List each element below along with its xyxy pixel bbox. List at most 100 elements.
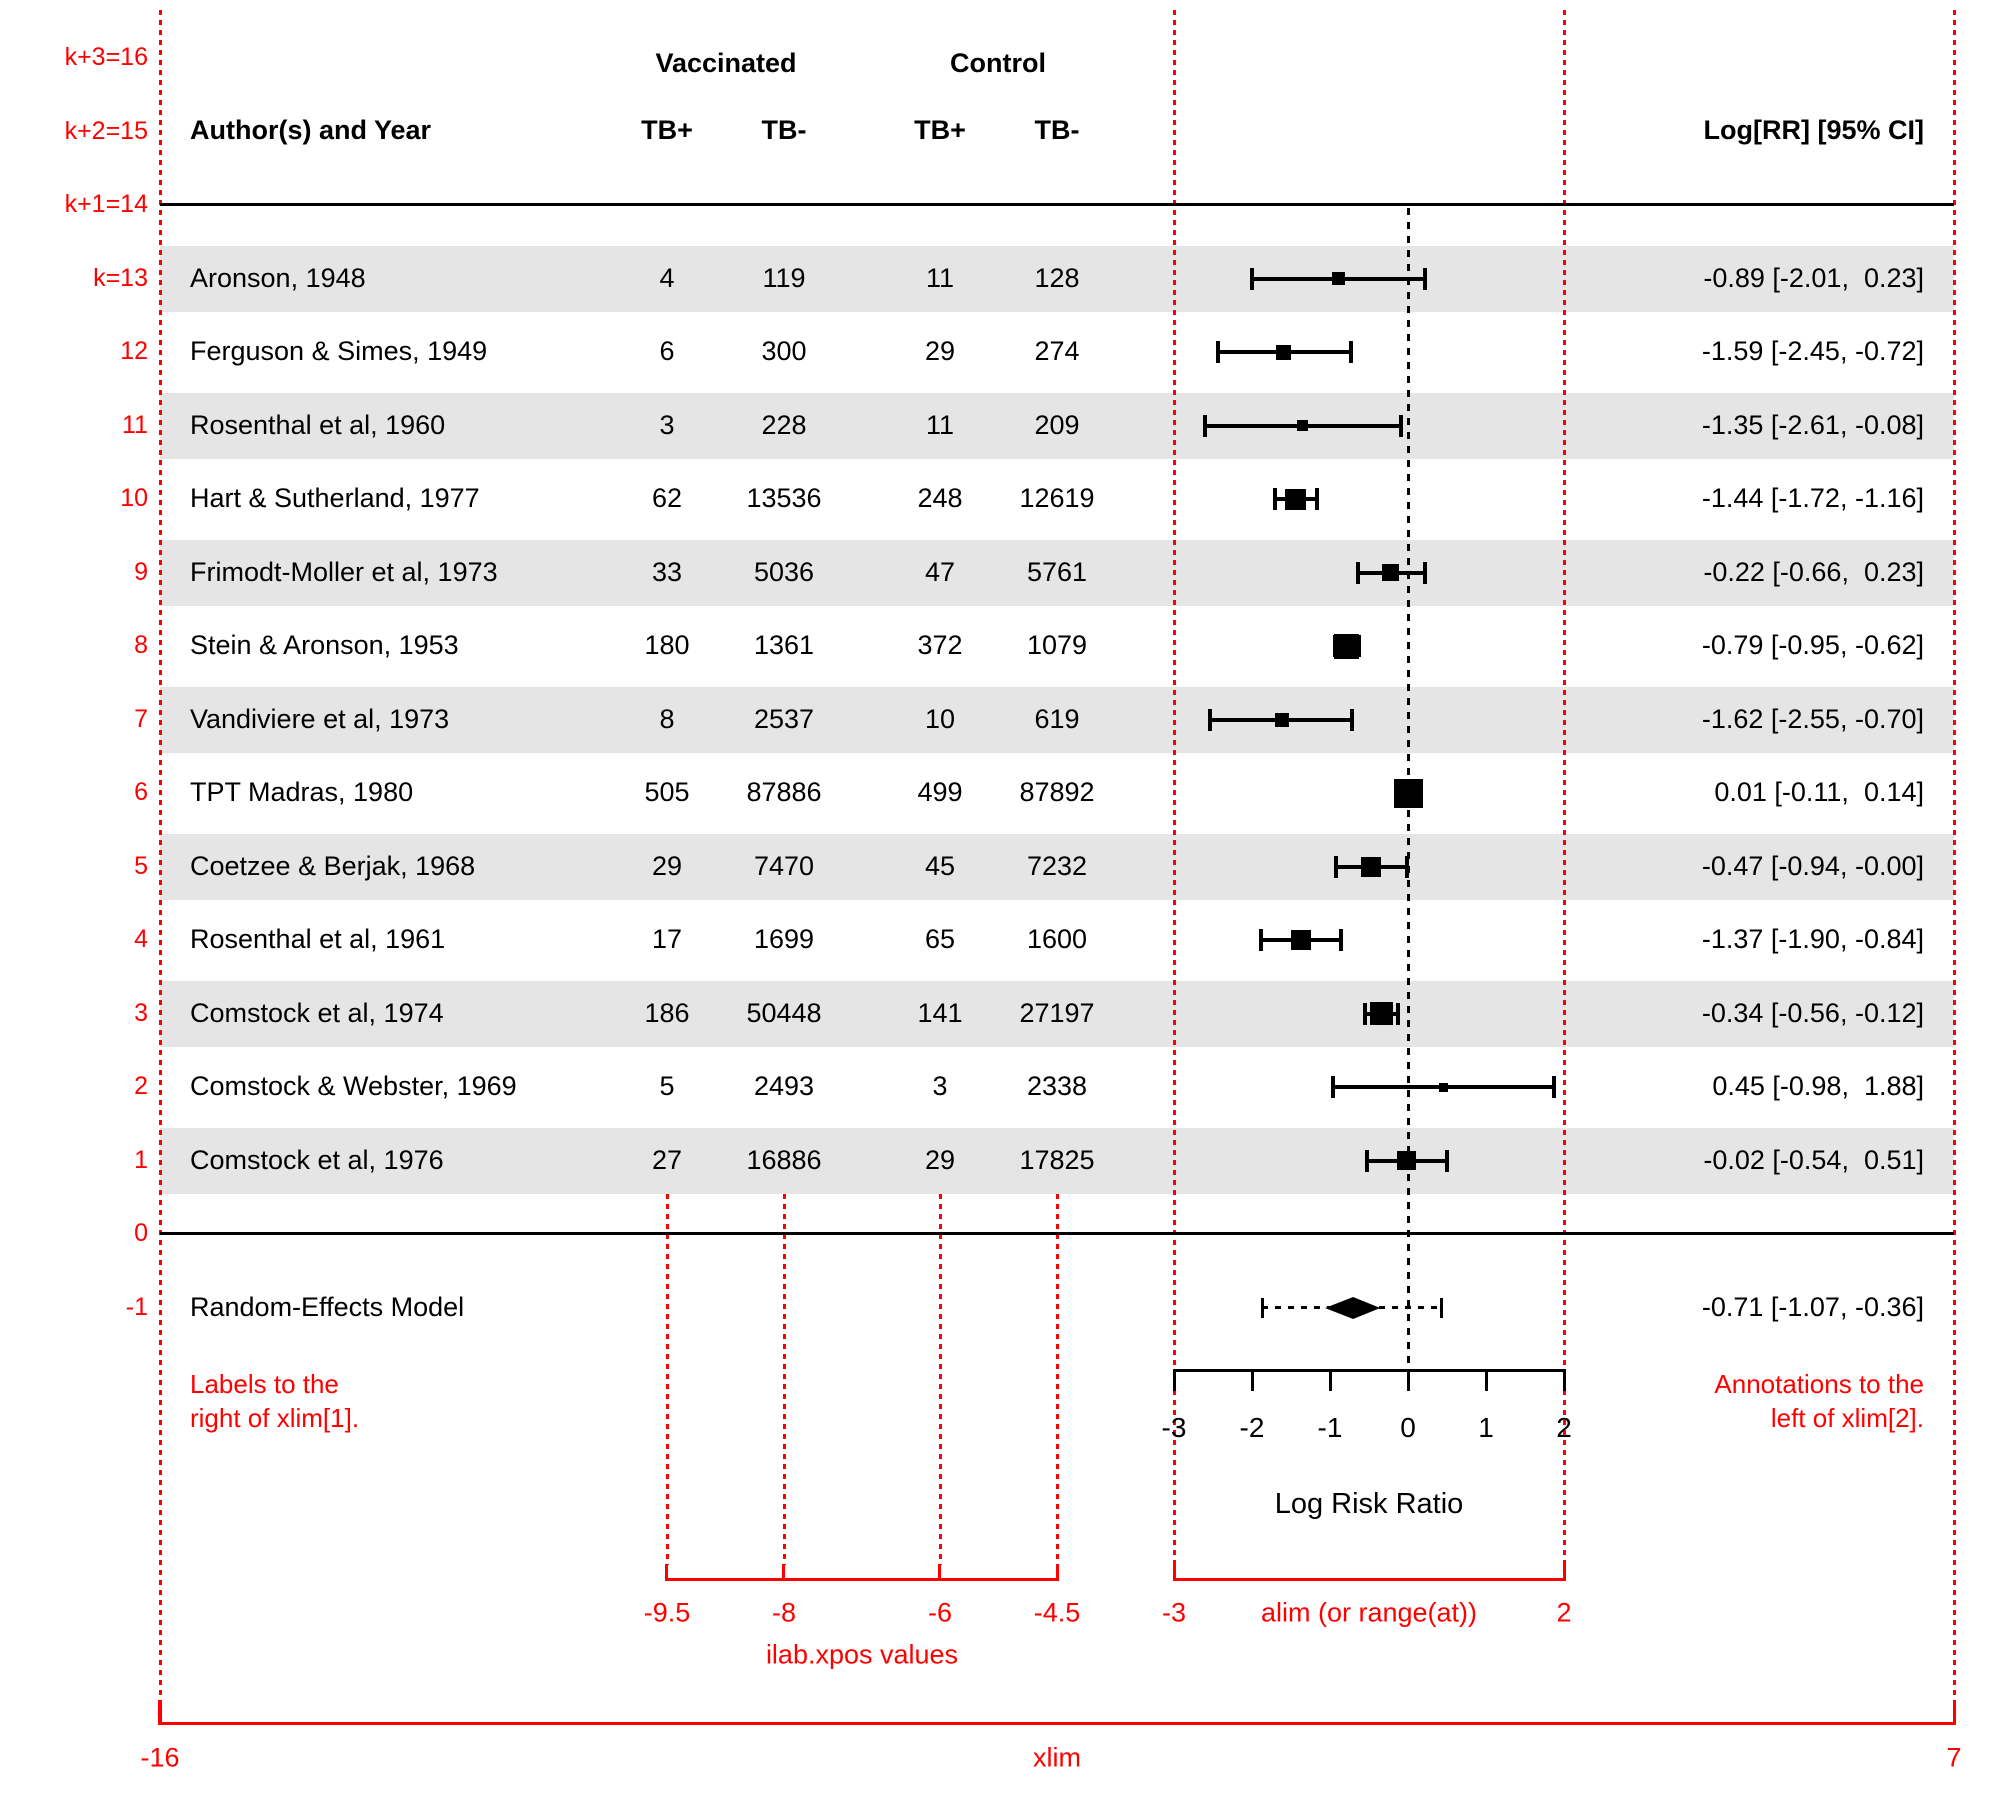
study-author-label: Rosenthal et al, 1961 xyxy=(190,923,446,954)
study-tbneg-vacc-value: 1361 xyxy=(753,629,815,660)
study-point-square xyxy=(1297,420,1309,431)
study-tbneg-vacc-value: 5036 xyxy=(753,556,815,587)
ci-cap-lower xyxy=(1258,929,1263,951)
ci-cap-lower xyxy=(1363,1002,1368,1025)
study-author-label: Rosenthal et al, 1960 xyxy=(190,409,446,440)
study-point-square xyxy=(1438,1082,1448,1092)
study-author-label: Stein & Aronson, 1953 xyxy=(190,629,459,660)
row-number-label: k+1=14 xyxy=(64,189,148,218)
study-tbneg-ctrl-value: 274 xyxy=(1034,335,1080,366)
study-tbneg-ctrl-value: 2338 xyxy=(1026,1070,1088,1101)
ilab-guide-line xyxy=(665,1194,669,1565)
row-number-label: -1 xyxy=(125,1292,148,1321)
study-tbpos-vacc-value: 186 xyxy=(644,997,690,1028)
ilab-bracket-tick-3 xyxy=(938,1564,941,1579)
ilab-guide-line xyxy=(1055,1194,1059,1565)
row-number-label: 2 xyxy=(134,1071,148,1100)
column-group-vaccinated: Vaccinated xyxy=(655,47,797,78)
study-tbpos-vacc-value: 505 xyxy=(644,776,690,807)
study-author-label: Vandiviere et al, 1973 xyxy=(190,703,450,734)
study-tbpos-vacc-value: 180 xyxy=(644,629,690,660)
study-tbneg-vacc-value: 1699 xyxy=(753,923,815,954)
row-number-label: k+2=15 xyxy=(64,116,148,145)
study-author-label: Ferguson & Simes, 1949 xyxy=(190,335,488,366)
study-point-square xyxy=(1369,1002,1393,1025)
row-number-label: 3 xyxy=(134,998,148,1027)
ci-cap-lower xyxy=(1364,1149,1369,1172)
study-tbneg-vacc-value: 228 xyxy=(761,409,807,440)
row-number-label: 9 xyxy=(134,557,148,586)
zebra-band xyxy=(160,980,1954,1047)
study-tbpos-vacc-value: 17 xyxy=(651,923,683,954)
column-header-author: Author(s) and Year xyxy=(190,114,432,145)
x-axis-tick-label: 0 xyxy=(1400,1412,1416,1443)
column-header-tbneg-vacc: TB- xyxy=(761,114,807,145)
study-tbneg-ctrl-value: 1600 xyxy=(1026,923,1088,954)
zebra-band xyxy=(160,1127,1954,1194)
x-axis-tick xyxy=(1406,1369,1410,1391)
study-tbpos-ctrl-value: 65 xyxy=(924,923,956,954)
ilab-tick-label-3: -6 xyxy=(927,1597,953,1628)
column-group-control: Control xyxy=(950,47,1046,78)
ci-cap-lower xyxy=(1208,708,1213,731)
study-point-square xyxy=(1291,930,1312,950)
study-tbpos-vacc-value: 33 xyxy=(651,556,683,587)
study-tbpos-ctrl-value: 11 xyxy=(925,409,955,440)
alim-guide-line xyxy=(1172,10,1176,1565)
ci-cap-upper xyxy=(1395,1002,1400,1025)
row-number-label: k=13 xyxy=(93,263,148,292)
row-number-label: 8 xyxy=(134,630,148,659)
x-axis-tick-label: 1 xyxy=(1478,1412,1494,1443)
ilab-bracket-tick-4 xyxy=(1056,1564,1059,1579)
study-author-label: Hart & Sutherland, 1977 xyxy=(190,482,480,513)
study-tbpos-vacc-value: 29 xyxy=(651,850,683,881)
study-point-square xyxy=(1396,1151,1416,1170)
ci-cap-lower xyxy=(1355,561,1360,584)
x-axis-tick xyxy=(1484,1369,1488,1391)
ilab-guide-line xyxy=(938,1194,942,1565)
study-tbneg-vacc-value: 2493 xyxy=(753,1070,815,1101)
study-tbpos-vacc-value: 3 xyxy=(659,409,675,440)
ci-cap-upper xyxy=(1422,267,1427,290)
column-header-annotation: Log[RR] [95% CI] xyxy=(1703,114,1924,145)
x-axis-tick xyxy=(1172,1369,1176,1391)
x-axis-tick xyxy=(1328,1369,1332,1391)
ci-cap-upper xyxy=(1348,341,1353,363)
ilab-bracket-line xyxy=(665,1578,1059,1581)
x-axis-tick-label: -3 xyxy=(1161,1412,1187,1443)
ci-cap-lower xyxy=(1330,1076,1335,1098)
study-tbneg-ctrl-value: 12619 xyxy=(1019,482,1095,513)
study-tbneg-vacc-value: 119 xyxy=(762,262,806,293)
study-tbpos-ctrl-value: 11 xyxy=(925,262,955,293)
ci-cap-lower xyxy=(1215,341,1220,363)
x-axis-line xyxy=(1173,1369,1566,1372)
ci-cap-upper xyxy=(1350,708,1355,731)
right-margin-note-line1: Annotations to the xyxy=(1714,1368,1924,1399)
xlim-guide-line xyxy=(1952,10,1956,1700)
row-number-label: 6 xyxy=(134,777,148,806)
ci-cap-upper xyxy=(1444,1149,1449,1172)
row-number-label: 12 xyxy=(120,336,148,365)
ilab-tick-label-4: -4.5 xyxy=(1033,1597,1081,1628)
study-tbpos-ctrl-value: 499 xyxy=(917,776,963,807)
zebra-band xyxy=(160,539,1954,606)
study-estimate-annotation: -0.47 [-0.94, -0.00] xyxy=(1701,850,1924,881)
prediction-interval-cap-upper xyxy=(1440,1297,1444,1318)
x-axis-tick-label: 2 xyxy=(1556,1412,1572,1443)
body-separator-line xyxy=(160,1232,1954,1235)
row-number-label: 0 xyxy=(134,1218,148,1247)
study-tbneg-ctrl-value: 27197 xyxy=(1019,997,1095,1028)
zebra-band xyxy=(160,686,1954,753)
row-number-label: 1 xyxy=(134,1145,148,1174)
ci-cap-upper xyxy=(1339,929,1344,951)
row-number-label: k+3=16 xyxy=(64,42,148,71)
study-tbneg-ctrl-value: 7232 xyxy=(1026,850,1088,881)
study-tbneg-vacc-value: 50448 xyxy=(746,997,822,1028)
column-header-tbneg-ctrl: TB- xyxy=(1034,114,1080,145)
xlim-line xyxy=(158,1722,1956,1725)
study-point-square xyxy=(1274,712,1289,727)
alim-right-label: 2 xyxy=(1556,1597,1572,1628)
study-tbneg-ctrl-value: 209 xyxy=(1034,409,1080,440)
xlim-tick-left xyxy=(158,1700,161,1724)
